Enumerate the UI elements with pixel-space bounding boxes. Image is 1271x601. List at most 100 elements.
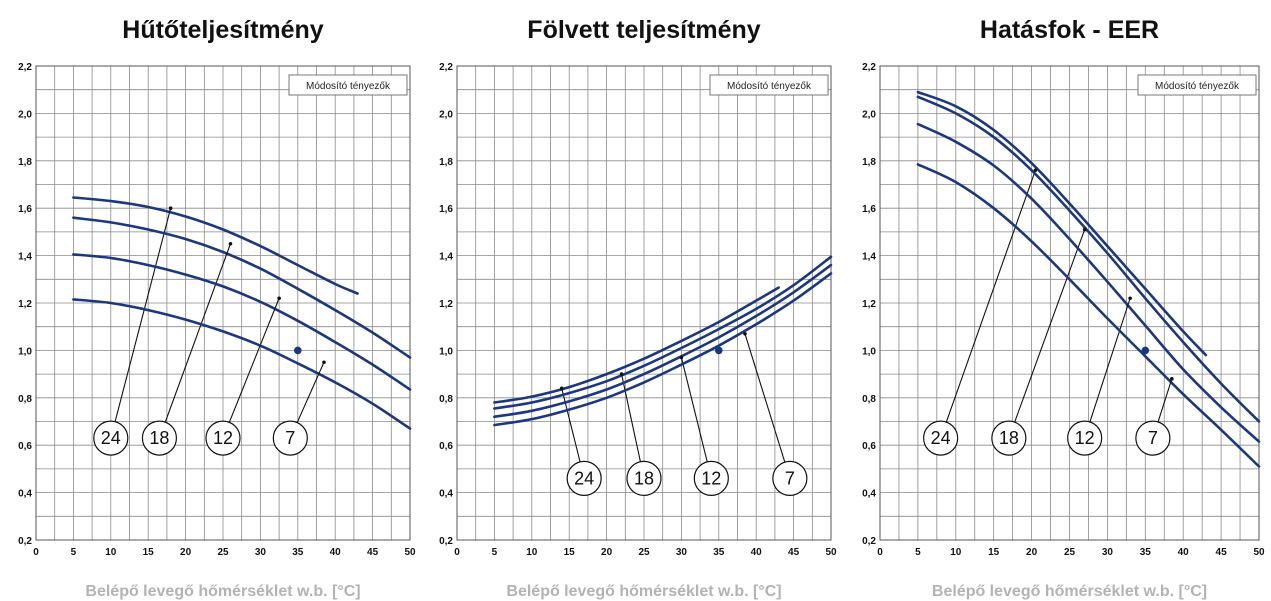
x-tick-label: 50 [1253, 547, 1265, 558]
leader-line-18 [1014, 229, 1086, 423]
leader-line-24 [114, 208, 172, 422]
chart-title: Hűtőteljesítmény [122, 16, 324, 44]
x-tick-label: 0 [33, 547, 39, 558]
y-tick-label: 2,0 [18, 109, 32, 120]
x-tick-label: 35 [1140, 547, 1152, 558]
y-tick-label: 2,0 [862, 109, 876, 120]
legend-box-text: Módosító tényezők [727, 81, 812, 92]
leader-marker-18 [1082, 227, 1087, 232]
x-tick-label: 45 [788, 547, 800, 558]
leader-marker-7 [743, 332, 747, 336]
y-tick-label: 0,4 [439, 489, 453, 500]
x-tick-label: 5 [71, 547, 77, 558]
y-tick-label: 1,6 [439, 204, 453, 215]
x-tick-label: 50 [404, 547, 416, 558]
series-bubble-12 [1067, 420, 1103, 456]
y-tick-label: 2,0 [439, 109, 453, 120]
leader-line-7 [744, 333, 786, 463]
y-tick-label: 1,8 [862, 157, 876, 168]
series-bubble-18 [141, 420, 178, 456]
series-line-18 [72, 216, 412, 359]
y-tick-label: 1,4 [18, 252, 32, 263]
x-tick-label: 30 [1102, 547, 1114, 558]
y-tick-label: 1,0 [439, 346, 453, 357]
y-tick-label: 0,6 [862, 441, 876, 452]
series-label-12: 12 [213, 428, 233, 448]
x-tick-label: 45 [1216, 547, 1228, 558]
series-line-18 [916, 95, 1261, 423]
y-tick-label: 0,6 [18, 441, 32, 452]
reference-point [715, 346, 723, 355]
leader-line-7 [1157, 378, 1173, 423]
y-tick-label: 0,4 [862, 489, 876, 500]
x-tick-label: 35 [292, 547, 304, 558]
y-tick-label: 1,2 [862, 299, 876, 310]
plot-frame [456, 65, 832, 541]
series-label-7: 7 [785, 468, 795, 488]
y-tick-label: 1,2 [18, 299, 32, 310]
x-tick-label: 20 [601, 547, 613, 558]
series-label-7: 7 [1148, 428, 1158, 448]
y-tick-label: 1,8 [439, 157, 453, 168]
x-tick-label: 30 [255, 547, 267, 558]
series-label-18: 18 [634, 468, 654, 488]
series-bubble-24 [923, 420, 959, 456]
series-bubble-7 [772, 460, 808, 496]
y-tick-label: 0,8 [439, 394, 453, 405]
leader-line-12 [680, 357, 708, 463]
series-label-12: 12 [701, 468, 721, 488]
legend-box [288, 74, 408, 96]
x-tick-label: 10 [105, 547, 117, 558]
series-line-12 [916, 122, 1261, 443]
x-axis-label: Belépő levegő hőmérséklet w.b. [°C] [506, 583, 781, 600]
series-bubble-7 [1135, 420, 1171, 456]
chart-panel-2: Fölvett teljesítmény 0,2 0,4 0,6 0,8 1,0 1,2 1,… [439, 16, 837, 600]
plot-frame [879, 65, 1260, 541]
x-tick-label: 50 [825, 547, 837, 558]
leader-marker-12 [1128, 296, 1132, 301]
y-tick-label: 0,2 [18, 536, 32, 547]
reference-point [1141, 346, 1150, 355]
leader-marker-18 [228, 241, 233, 246]
x-tick-label: 5 [492, 547, 498, 558]
series-label-24: 24 [574, 468, 594, 488]
x-tick-label: 20 [180, 547, 192, 558]
series-line-7 [916, 163, 1261, 468]
leader-marker-24 [559, 386, 564, 391]
chart-title: Hatásfok - EER [980, 16, 1159, 44]
leader-line-12 [228, 298, 280, 423]
series-label-18: 18 [149, 428, 169, 448]
legend-box [709, 74, 829, 96]
series-bubble-7 [272, 420, 308, 456]
x-tick-label: 10 [950, 547, 962, 558]
y-tick-label: 1,6 [862, 204, 876, 215]
legend-box-text: Módosító tényezők [1155, 81, 1240, 92]
series-line-7 [72, 298, 412, 430]
plot-frame [35, 65, 411, 541]
series-label-7: 7 [285, 428, 295, 448]
y-tick-label: 1,0 [862, 346, 876, 357]
x-tick-label: 30 [676, 547, 688, 558]
series-bubble-24 [566, 460, 602, 496]
leader-marker-7 [322, 360, 326, 365]
y-tick-label: 0,8 [18, 394, 32, 405]
x-tick-label: 0 [877, 547, 883, 558]
series-bubble-18 [991, 420, 1027, 456]
y-tick-label: 0,2 [862, 536, 876, 547]
series-bubble-24 [93, 420, 129, 456]
x-tick-label: 5 [915, 547, 921, 558]
series-label-18: 18 [999, 428, 1019, 448]
leader-marker-24 [168, 206, 173, 210]
chart-title: Fölvett teljesítmény [527, 16, 760, 44]
y-tick-label: 0,4 [18, 489, 32, 500]
y-tick-label: 0,8 [862, 394, 876, 405]
series-bubble-12 [205, 420, 241, 456]
leader-line-24 [561, 388, 581, 463]
series-label-12: 12 [1075, 428, 1095, 448]
leader-marker-7 [1170, 377, 1174, 381]
x-axis-label: Belépő levegő hőmérséklet w.b. [°C] [932, 583, 1207, 600]
legend-box [1137, 74, 1257, 96]
y-tick-label: 2,2 [439, 62, 453, 73]
series-line-18 [493, 255, 833, 410]
